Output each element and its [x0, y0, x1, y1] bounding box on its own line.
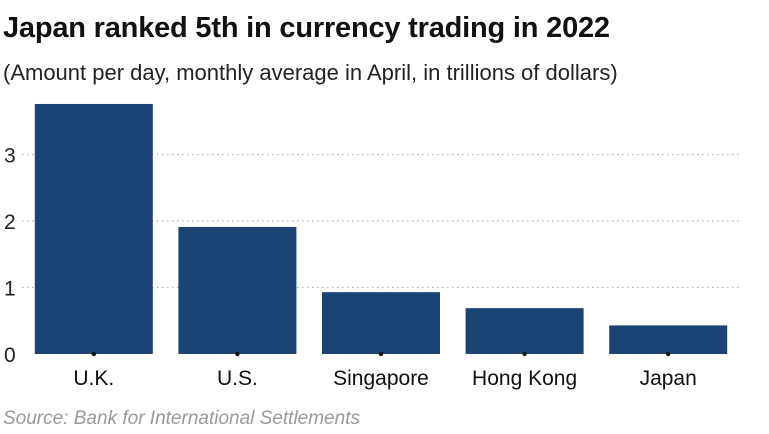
bar-u-s	[178, 226, 297, 354]
bar-singapore	[322, 292, 440, 354]
y-tick-label: 0	[4, 344, 16, 367]
x-axis-ticks: U.K. U.S. Singapore Hong Kong Japan	[73, 367, 696, 390]
x-tick-label: U.K.	[73, 367, 114, 390]
x-tick-label: Hong Kong	[472, 367, 577, 390]
x-tick-label: Japan	[640, 367, 697, 390]
bar-japan	[609, 325, 728, 354]
x-tick-mark	[91, 351, 97, 357]
bars	[34, 103, 728, 357]
x-tick-mark	[522, 351, 527, 357]
y-tick-label: 3	[4, 145, 16, 168]
bar-hong-kong	[465, 308, 584, 354]
bar-u-k	[34, 103, 153, 355]
x-tick-mark	[378, 351, 384, 357]
source-note: Source: Bank for International Settlemen…	[3, 408, 360, 429]
x-tick-label: U.S.	[217, 367, 258, 390]
x-tick-mark	[235, 351, 240, 357]
x-tick-label: Singapore	[333, 367, 429, 390]
chart-subtitle: (Amount per day, monthly average in Apri…	[3, 60, 618, 85]
y-tick-label: 2	[4, 211, 16, 234]
y-tick-label: 1	[4, 278, 16, 301]
y-axis-ticks: 0 1 2 3	[4, 145, 16, 368]
x-tick-mark	[666, 351, 671, 357]
chart-title: Japan ranked 5th in currency trading in …	[3, 12, 610, 44]
